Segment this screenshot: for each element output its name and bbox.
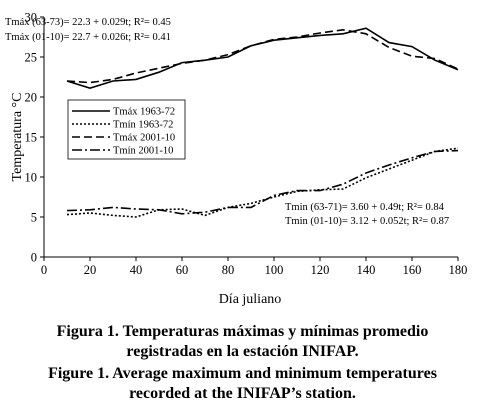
annotation-tmax-1963: Tmáx (63-73)= 22.3 + 0.029t; R²= 0.45 (5, 17, 171, 28)
x-tick-label: 180 (449, 263, 468, 277)
x-tick-label: 140 (357, 263, 376, 277)
x-tick-label: 80 (222, 263, 235, 277)
chart-legend: Tmáx 1963-72 Tmín 1963-72 Tmáx 2001-10 Tmín… (67, 99, 186, 160)
x-tick-label: 120 (311, 263, 330, 277)
y-axis-label: Temperatura °C (10, 93, 25, 182)
x-axis-label: Día juliano (219, 292, 282, 307)
x-tick-label: 60 (176, 263, 189, 277)
annotation-tmin-1963: Tmin (63-71)= 3.60 + 0.49t; R²= 0.84 (285, 202, 445, 213)
legend-label-4: Tmín 2001-10 (113, 146, 173, 157)
annotation-tmin-2001: Tmin (01-10)= 3.12 + 0.052t; R²= 0.87 (285, 216, 449, 227)
y-tick-label: 15 (25, 131, 38, 145)
series-line-1 (66, 27, 459, 90)
x-tick-label: 40 (130, 263, 143, 277)
chart-series (66, 27, 459, 218)
y-tick-label: 10 (25, 171, 38, 185)
caption-es-line1: Figura 1. Temperaturas máximas y mínimas… (56, 323, 429, 340)
y-tick-label: 25 (25, 51, 38, 65)
series-line-3 (66, 28, 459, 84)
temperature-chart: 0 20 40 60 80 100 120 140 160 180 0 5 10 15 20 25 30 Tmá… (5, 11, 468, 308)
series-line-2 (66, 147, 459, 218)
x-tick-label: 20 (84, 263, 97, 277)
chart-axes: 0 20 40 60 80 100 120 140 160 180 0 5 10 15 20 25 30 (25, 11, 468, 278)
x-tick-label: 100 (265, 263, 284, 277)
caption-en-line2: recorded at the INIFAP’s station. (129, 385, 356, 402)
annotation-tmax-2001: Tmáx (01-10)= 22.7 + 0.026t; R²= 0.41 (5, 32, 171, 43)
legend-box (67, 99, 186, 160)
caption-en-line1: Figure 1. Average maximum and minimum te… (48, 365, 437, 382)
legend-label-2: Tmín 1963-72 (113, 120, 173, 131)
legend-label-3: Tmáx 2001-10 (113, 133, 175, 144)
x-tick-label: 0 (41, 263, 47, 277)
y-tick-label: 0 (31, 251, 37, 265)
caption-es-line2: registradas en la estación INIFAP. (126, 343, 359, 360)
y-tick-label: 5 (31, 211, 37, 225)
x-tick-label: 160 (403, 263, 422, 277)
legend-label-1: Tmáx 1963-72 (113, 107, 175, 118)
series-line-4 (66, 149, 459, 215)
y-tick-label: 20 (25, 91, 38, 105)
y-tick-label: 30 (25, 11, 38, 25)
